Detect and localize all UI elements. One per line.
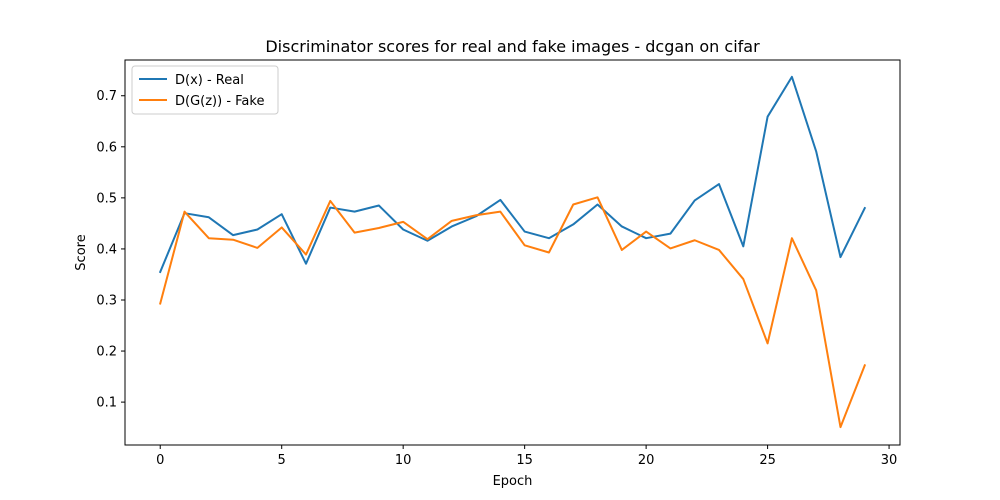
- legend-label-real: D(x) - Real: [175, 73, 244, 88]
- x-axis-label: Epoch: [493, 474, 533, 489]
- y-tick-label: 0.6: [96, 140, 117, 155]
- y-axis-label: Score: [74, 234, 89, 270]
- plot-frame: [124, 59, 901, 446]
- x-tick-label: 0: [156, 453, 164, 468]
- series-lines: [158, 75, 867, 429]
- y-tick-label: 0.2: [96, 345, 117, 360]
- plot-area: 0 5 10 15 20 25 30 0.1 0.2 0.3 0.4 0.5 0.6 0.7: [96, 59, 901, 468]
- series-line-real: [158, 75, 867, 274]
- x-tick-label: 30: [881, 453, 898, 468]
- y-tick-label: 0.7: [96, 89, 117, 104]
- y-tick-label: 0.4: [96, 242, 117, 257]
- x-tick-label: 20: [638, 453, 655, 468]
- y-tick-label: 0.1: [96, 396, 117, 411]
- x-tick-label: 10: [395, 453, 412, 468]
- chart-title: Discriminator scores for real and fake i…: [265, 37, 760, 56]
- legend-label-fake: D(G(z)) - Fake: [175, 94, 264, 109]
- legend-box: [131, 65, 279, 115]
- y-axis-ticks: 0.1 0.2 0.3 0.4 0.5 0.6 0.7: [96, 89, 125, 411]
- x-tick-label: 25: [759, 453, 776, 468]
- y-tick-label: 0.5: [96, 191, 117, 206]
- x-tick-label: 5: [278, 453, 286, 468]
- series-line-fake: [159, 196, 867, 429]
- legend: D(x) - Real D(G(z)) - Fake: [131, 65, 279, 115]
- x-axis-ticks: 0 5 10 15 20 25 30: [156, 445, 897, 468]
- y-tick-label: 0.3: [96, 293, 117, 308]
- x-tick-label: 15: [516, 453, 533, 468]
